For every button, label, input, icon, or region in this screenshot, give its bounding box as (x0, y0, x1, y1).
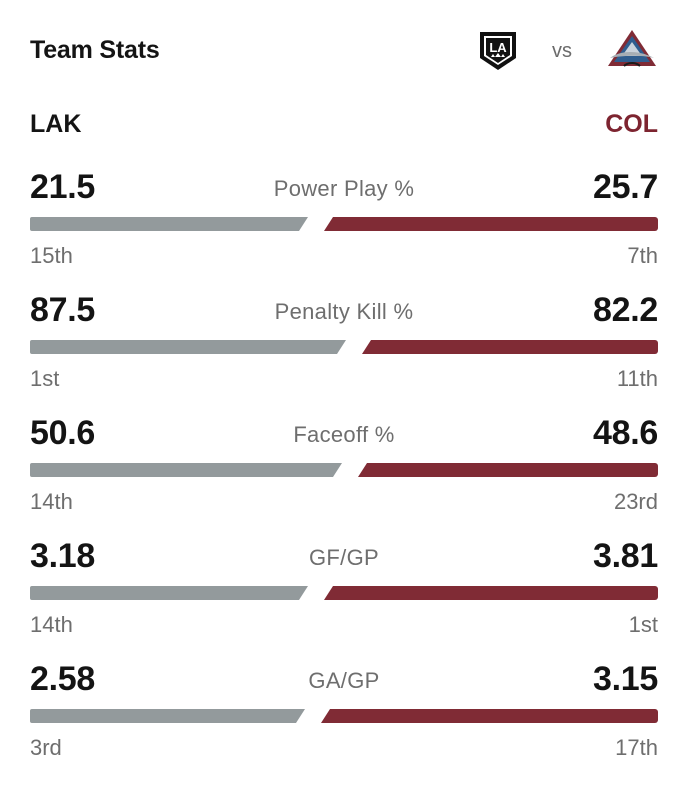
bar-left (30, 463, 342, 477)
rank-right: 11th (616, 366, 658, 391)
bar-right (358, 463, 658, 477)
bar-left (30, 586, 308, 600)
rank-right: 7th (627, 243, 658, 268)
stat-label: Penalty Kill % (274, 299, 414, 324)
bar-left (30, 340, 346, 354)
stat-value-right: 82.2 (593, 291, 658, 329)
rank-right: 23rd (613, 489, 658, 514)
page-title: Team Stats (30, 36, 160, 64)
rank-left: 1st (30, 366, 60, 391)
stat-value-left: 3.18 (30, 537, 95, 575)
comparison-bar (30, 463, 658, 477)
team-stats-header: Team Stats LA vs (30, 28, 658, 76)
team-abbreviations-row: LAK COL (30, 110, 658, 142)
stat-label: GA/GP (308, 668, 380, 693)
vs-label: vs (552, 40, 572, 62)
rank-left: 3rd (30, 735, 62, 760)
stat-row-faceoff: 50.6 Faceoff % 48.6 14th 23rd (30, 414, 658, 524)
rank-right: 1st (628, 612, 658, 637)
team-abbr-left: LAK (30, 110, 82, 138)
colorado-avalanche-logo-icon[interactable] (606, 28, 658, 72)
comparison-bar (30, 217, 658, 231)
bar-left (30, 709, 305, 723)
bar-right (321, 709, 658, 723)
stat-row-ga-gp: 2.58 GA/GP 3.15 3rd 17th (30, 660, 658, 770)
stat-value-right: 25.7 (593, 168, 658, 206)
rank-left: 14th (30, 612, 73, 637)
stat-value-left: 87.5 (30, 291, 95, 329)
stat-row-power-play: 21.5 Power Play % 25.7 15th 7th (30, 168, 658, 278)
stat-value-left: 2.58 (30, 660, 95, 698)
stat-value-right: 3.81 (593, 537, 658, 575)
rank-left: 15th (30, 243, 73, 268)
stat-row-gf-gp: 3.18 GF/GP 3.81 14th 1st (30, 537, 658, 647)
stat-label: Faceoff % (293, 422, 395, 447)
bar-left (30, 217, 308, 231)
rank-right: 17th (615, 735, 658, 760)
team-abbr-right: COL (605, 110, 658, 138)
matchup-logos: LA vs (478, 28, 658, 76)
bar-right (324, 217, 658, 231)
la-kings-logo-icon[interactable]: LA (478, 30, 518, 72)
stat-value-left: 21.5 (30, 168, 95, 206)
comparison-bar (30, 709, 658, 723)
stat-value-right: 48.6 (593, 414, 658, 452)
comparison-bar (30, 586, 658, 600)
stat-value-left: 50.6 (30, 414, 95, 452)
stat-value-right: 3.15 (593, 660, 658, 698)
svg-text:LA: LA (489, 40, 507, 55)
bar-right (362, 340, 658, 354)
stat-row-penalty-kill: 87.5 Penalty Kill % 82.2 1st 11th (30, 291, 658, 401)
comparison-bar (30, 340, 658, 354)
stat-label: Power Play % (273, 176, 415, 201)
rank-left: 14th (30, 489, 73, 514)
stat-label: GF/GP (309, 545, 379, 570)
bar-right (324, 586, 658, 600)
